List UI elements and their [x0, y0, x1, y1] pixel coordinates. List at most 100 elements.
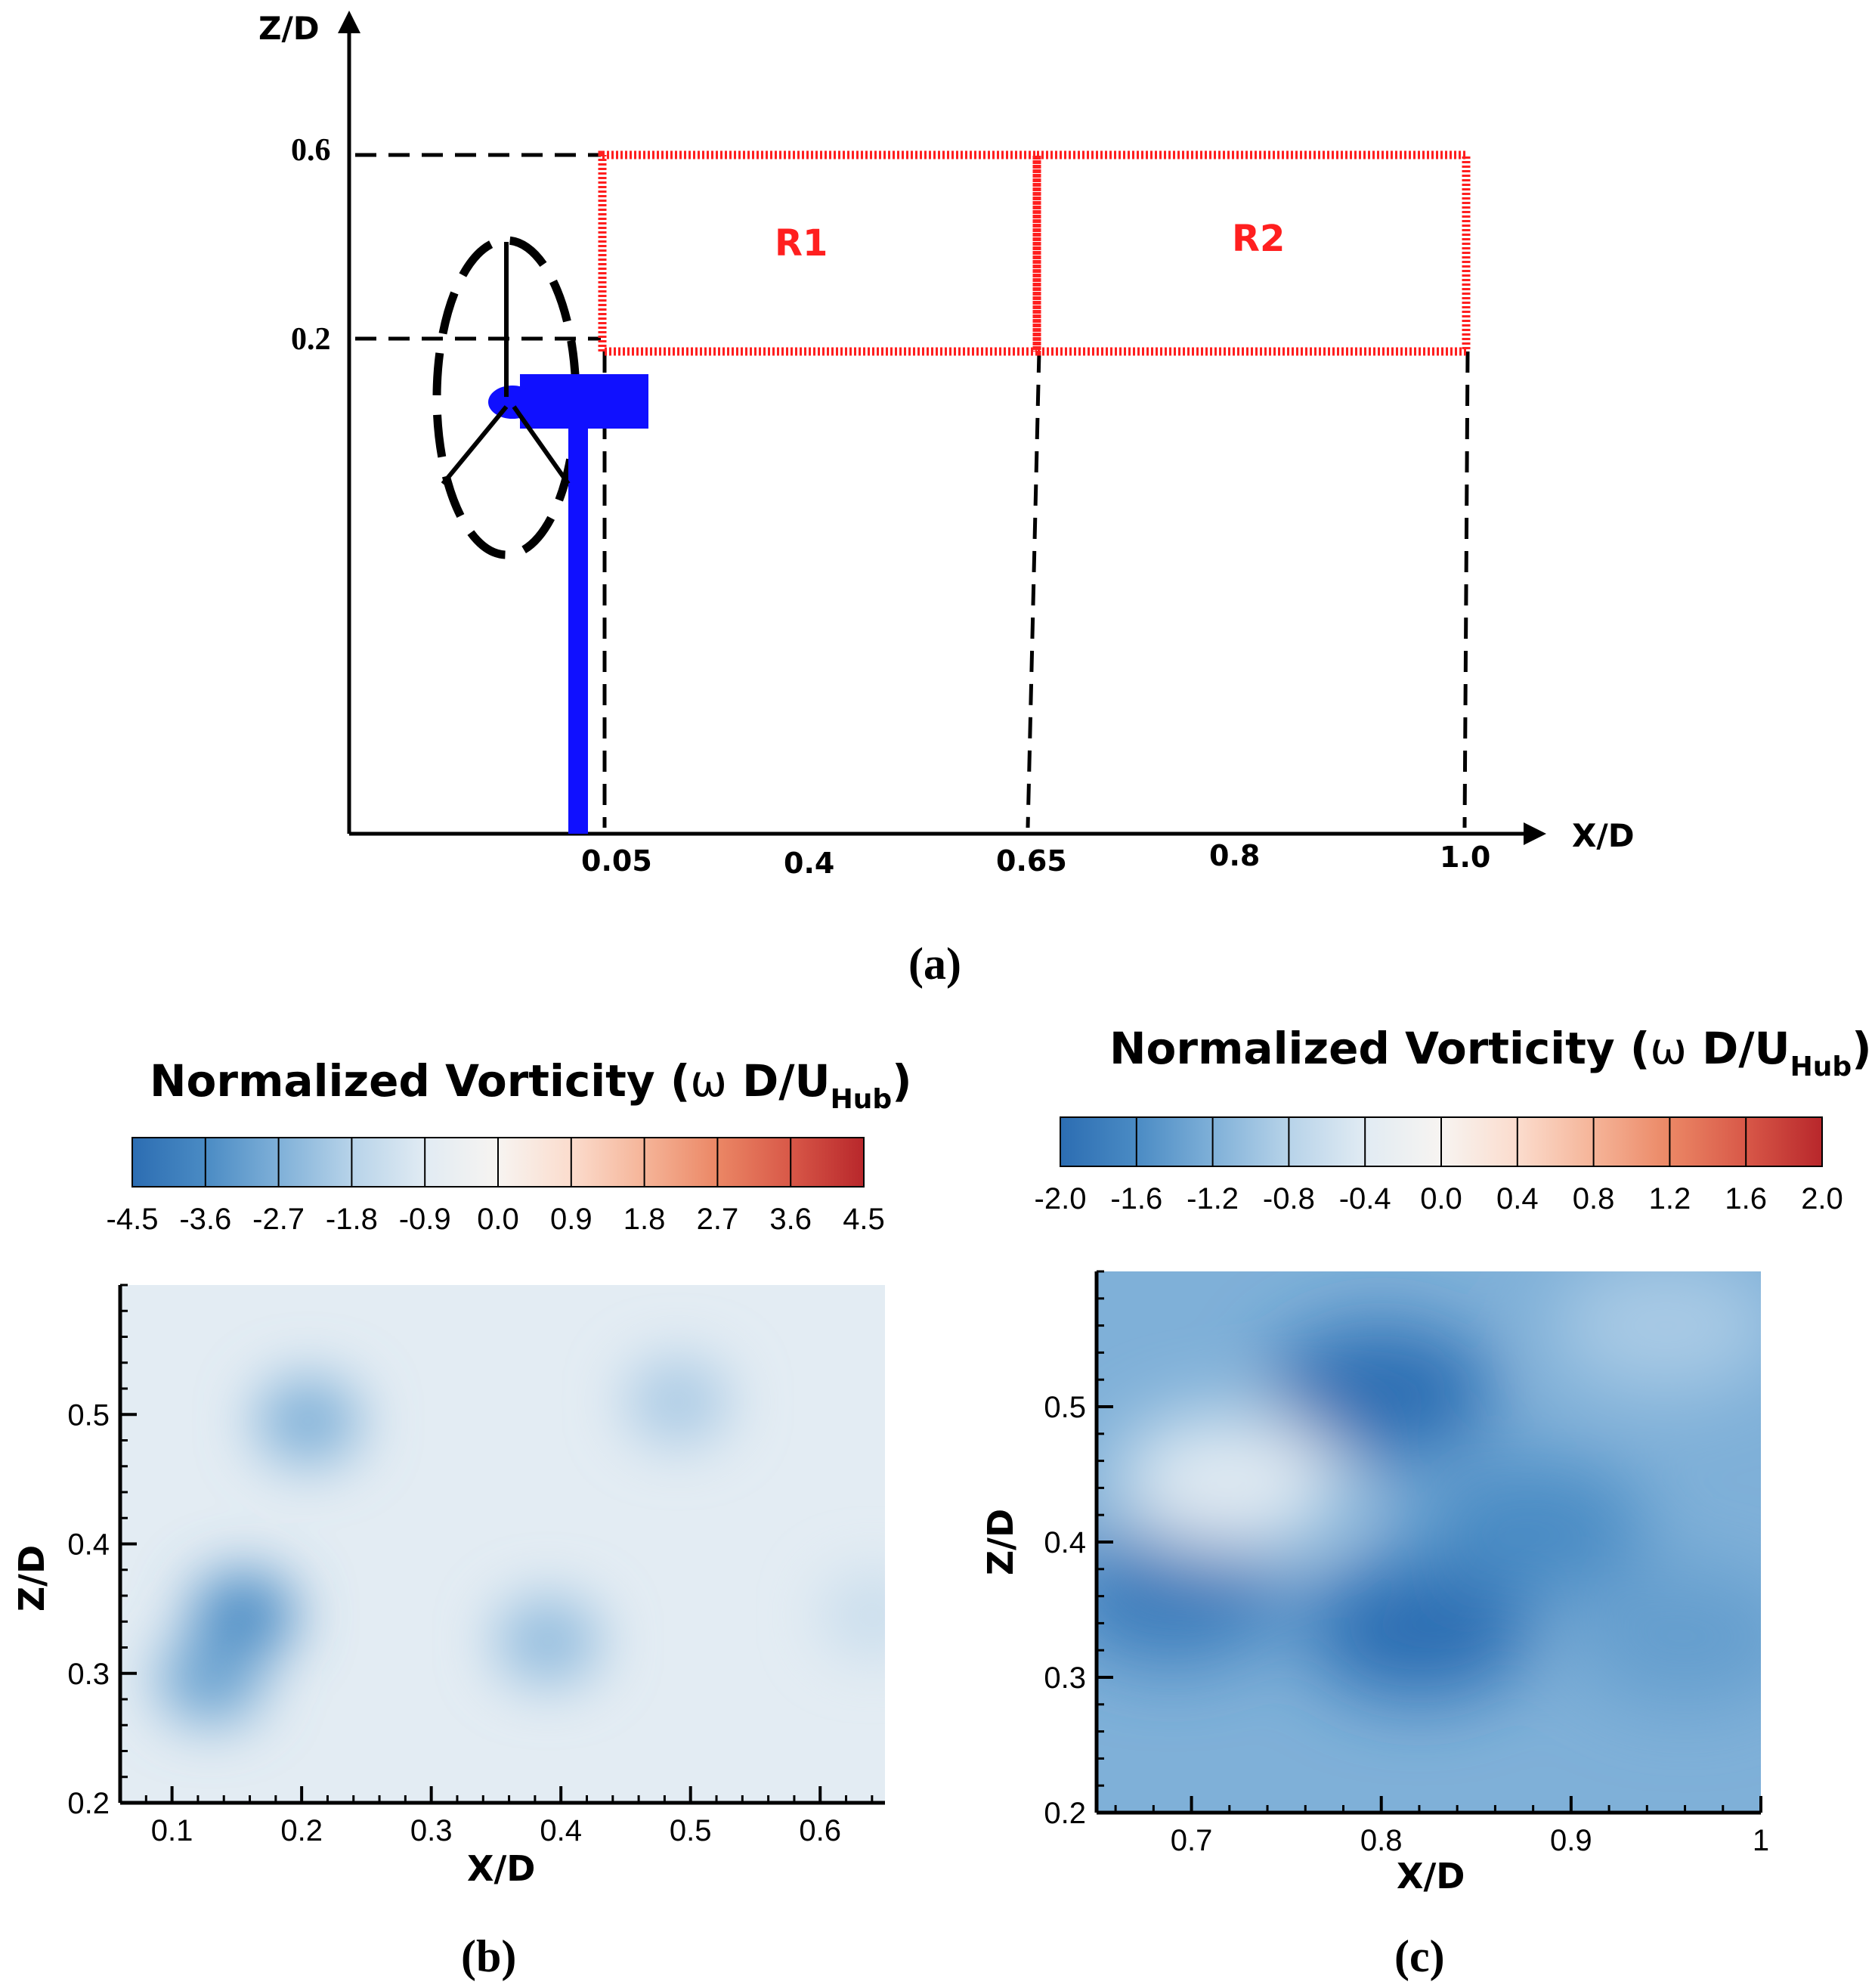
colorbar-tick-label: 1.2 — [1649, 1182, 1691, 1215]
vorticity-blob — [1097, 1528, 1286, 1664]
panel-b-caption: (b) — [461, 1931, 516, 1981]
x-tick-label: 0.65 — [996, 844, 1067, 878]
y-tick-label: 0.2 — [67, 1787, 110, 1820]
colorbar-tick-label: -1.6 — [1110, 1182, 1162, 1215]
colorbar-tick-label: 0.0 — [1420, 1182, 1462, 1215]
z-tick-label: 0.2 — [291, 322, 331, 357]
vorticity-blob — [495, 1596, 602, 1685]
vorticity-blob — [1419, 1460, 1647, 1597]
colorbar-segment — [205, 1138, 279, 1187]
x-tick-label: 0.2 — [280, 1814, 323, 1847]
colorbar-segment — [1669, 1117, 1747, 1166]
vorticity-blob — [1305, 1562, 1533, 1698]
colorbar-segment — [498, 1138, 571, 1187]
colorbar-segment — [1517, 1117, 1594, 1166]
vorticity-blob — [1115, 1413, 1343, 1550]
panel-c-y-axis-label: Z/D — [980, 1509, 1021, 1575]
colorbar-segment — [1746, 1117, 1822, 1166]
colorbar-tick-label: 4.5 — [843, 1203, 885, 1236]
panel-b-axes: 0.1 0.2 0.3 0.4 0.5 0.6 0.2 0.3 0.4 0.5 — [67, 1284, 885, 1847]
colorbar-frame — [131, 1137, 865, 1188]
x-tick-label: 0.05 — [581, 844, 652, 878]
colorbar-segment — [425, 1138, 498, 1187]
x-tick-label: 1.0 — [1440, 841, 1490, 874]
wind-turbine — [432, 236, 648, 834]
colorbar-segment — [1593, 1117, 1670, 1166]
colorbar-segment — [1136, 1117, 1213, 1166]
vorticity-blob — [255, 1376, 361, 1465]
colorbar-segment — [1365, 1117, 1441, 1166]
colorbar-tick-label: -4.5 — [107, 1203, 159, 1236]
y-tick-label: 0.3 — [67, 1658, 110, 1691]
colorbar-tick-label: 0.0 — [477, 1203, 519, 1236]
guide-x-1.0 — [1462, 351, 1470, 828]
colorbar-tick-label: -0.8 — [1263, 1182, 1315, 1215]
x-tick-label: 0.8 — [1209, 839, 1260, 872]
x-tick-label: 0.6 — [799, 1814, 841, 1847]
y-tick-label: 0.3 — [1044, 1661, 1086, 1695]
panel-b-x-axis-label: X/D — [467, 1848, 535, 1889]
turbine-tower — [568, 423, 588, 834]
panel-a-schematic: Z/D X/D 0.6 0.2 0.05 0.4 0.65 0.8 1.0 R1… — [258, 10, 1635, 989]
colorbar-tick-label: 2.0 — [1801, 1182, 1843, 1215]
y-tick-label: 0.4 — [67, 1528, 110, 1562]
panel-b-field — [120, 1285, 885, 1803]
colorbar-segment — [1060, 1117, 1137, 1166]
colorbar-tick-label: 1.8 — [623, 1203, 666, 1236]
colorbar-segment — [791, 1138, 864, 1187]
x-tick-label: 0.1 — [151, 1814, 193, 1847]
panel-c-heatmap: Normalized Vorticity (ω D/UHub) -2.0 -1.6… — [980, 1023, 1872, 1981]
z-tick-label: 0.6 — [291, 133, 331, 168]
colorbar-segment — [351, 1138, 425, 1187]
turbine-hub — [488, 386, 537, 419]
panel-b-background — [120, 1285, 885, 1803]
turbine-blade — [512, 405, 571, 485]
vorticity-blob — [158, 1636, 265, 1724]
panel-b-colorbar — [131, 1137, 865, 1188]
panel-b-y-axis-label: Z/D — [11, 1545, 52, 1612]
panel-a-caption: (a) — [908, 939, 961, 989]
panel-c-x-axis-label: X/D — [1397, 1856, 1465, 1897]
axis-z-label: Z/D — [258, 10, 320, 47]
vorticity-blob — [1571, 1568, 1761, 1705]
x-tick-label: 1 — [1753, 1824, 1769, 1857]
x-tick-label: 0.8 — [1360, 1824, 1403, 1857]
colorbar-tick-label: -0.4 — [1339, 1182, 1391, 1215]
vorticity-blob — [1552, 1271, 1761, 1394]
colorbar-segment — [132, 1138, 206, 1187]
colorbar-segment — [717, 1138, 791, 1187]
axis-x-label: X/D — [1572, 817, 1635, 854]
panel-c-colorbar — [1060, 1116, 1823, 1167]
colorbar-tick-label: -3.6 — [179, 1203, 231, 1236]
vorticity-blob — [818, 1571, 885, 1659]
colorbar-segment — [1441, 1117, 1518, 1166]
colorbar-tick-label: 3.6 — [769, 1203, 812, 1236]
vorticity-blob — [624, 1358, 731, 1446]
y-tick-label: 0.4 — [1044, 1526, 1086, 1559]
colorbar-tick-label: -2.0 — [1035, 1182, 1087, 1215]
colorbar-segment — [644, 1138, 718, 1187]
colorbar-segment — [571, 1138, 645, 1187]
y-tick-label: 0.5 — [67, 1398, 110, 1432]
colorbar-tick-label: 0.8 — [1573, 1182, 1615, 1215]
region-r1-label: R1 — [775, 222, 828, 265]
vorticity-blob — [1267, 1325, 1495, 1462]
x-tick-label: 0.3 — [410, 1814, 453, 1847]
region-r2-box — [1032, 150, 1471, 356]
panel-c-caption: (c) — [1394, 1931, 1445, 1981]
colorbar-tick-label: -0.9 — [399, 1203, 451, 1236]
colorbar-segment — [1289, 1117, 1366, 1166]
panel-b-heatmap: Normalized Vorticity (ω D/UHub) -4.5 -3.6… — [11, 1055, 912, 1981]
colorbar-tick-label: -2.7 — [252, 1203, 305, 1236]
turbine-nacelle — [520, 374, 648, 429]
panel-c-colorbar-title: Normalized Vorticity (ω D/UHub) — [1109, 1023, 1872, 1082]
panel-b-colorbar-ticks: -4.5 -3.6 -2.7 -1.8 -0.9 0.0 0.9 1.8 2.7 3.6 4.5 — [107, 1203, 885, 1236]
colorbar-segment — [1212, 1117, 1289, 1166]
guide-x-0.65 — [1026, 351, 1041, 828]
region-r2-label: R2 — [1232, 218, 1285, 260]
x-tick-label: 0.4 — [784, 847, 834, 880]
colorbar-tick-label: 2.7 — [697, 1203, 739, 1236]
panel-c-field — [1097, 1271, 1761, 1813]
colorbar-tick-label: -1.2 — [1187, 1182, 1239, 1215]
